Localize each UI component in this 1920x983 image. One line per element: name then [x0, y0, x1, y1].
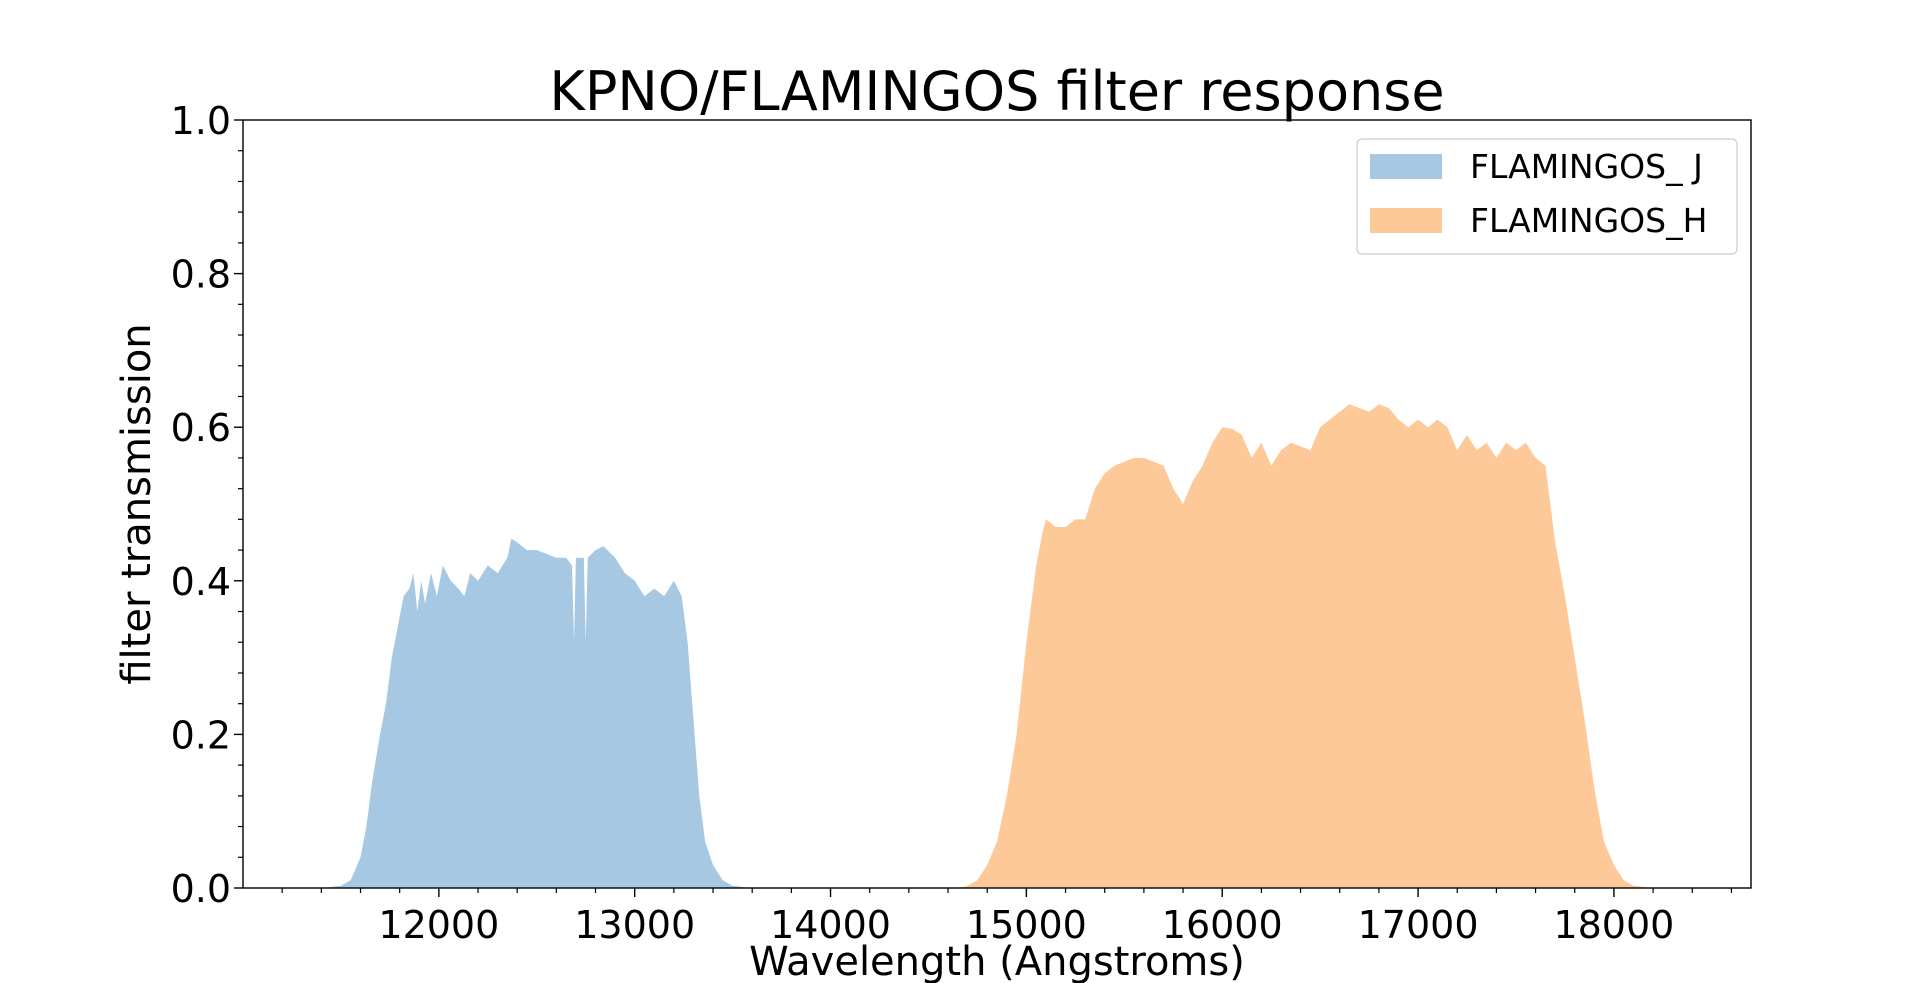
x-tick-label: 16000	[1162, 903, 1283, 947]
y-tick-label: 0.6	[171, 406, 231, 450]
y-tick-label: 0.2	[171, 713, 231, 757]
chart-title: KPNO/FLAMINGOS filter response	[549, 60, 1444, 123]
legend-label-0: FLAMINGOS_ J	[1470, 147, 1703, 186]
legend-box	[1356, 138, 1738, 255]
x-tick-label: 15000	[966, 903, 1087, 947]
series-area-1	[957, 404, 1654, 888]
x-tick-label: 18000	[1553, 903, 1674, 947]
y-axis-label: filter transmission	[114, 323, 160, 684]
ticks-layer: 12000 13000 14000 15000 16000 17000 18000 0.0 0.…	[171, 99, 1733, 947]
x-tick-label: 13000	[574, 903, 695, 947]
x-tick-label: 12000	[378, 903, 499, 947]
x-tick-label: 14000	[770, 903, 891, 947]
legend: FLAMINGOS_ J FLAMINGOS_H	[1356, 138, 1738, 255]
series-area-0	[321, 538, 753, 888]
x-axis-label: Wavelength (Angstroms)	[749, 939, 1245, 983]
series-layer	[321, 404, 1654, 888]
y-tick-label: 1.0	[171, 99, 231, 143]
plot-frame	[242, 119, 1752, 889]
legend-swatch-1	[1370, 208, 1442, 233]
legend-label-1: FLAMINGOS_H	[1470, 201, 1707, 240]
y-tick-label: 0.8	[171, 253, 231, 297]
x-tick-label: 17000	[1358, 903, 1479, 947]
y-tick-label: 0.4	[171, 560, 231, 604]
legend-swatch-0	[1370, 154, 1442, 179]
y-tick-label: 0.0	[171, 867, 231, 911]
